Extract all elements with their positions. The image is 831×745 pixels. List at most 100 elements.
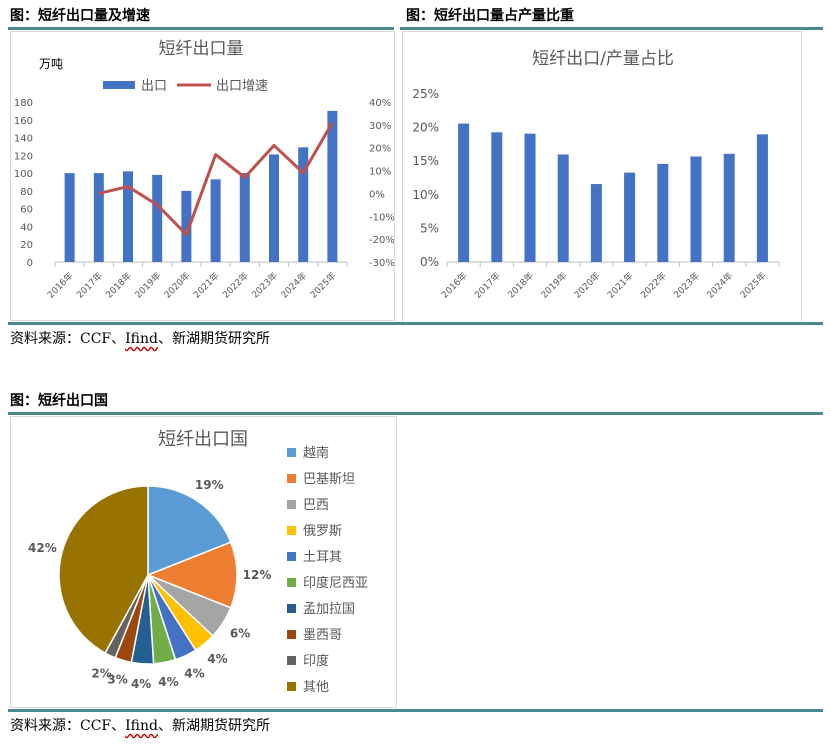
x-tick-label: 2019年 <box>132 270 163 301</box>
bar-export <box>64 173 75 262</box>
legend-label: 土耳其 <box>303 550 342 565</box>
y-tick-label: 0 <box>27 258 33 269</box>
x-tick-label: 2017年 <box>74 270 105 301</box>
legend-swatch <box>287 474 296 483</box>
y-tick-label: 10% <box>412 188 439 202</box>
bar-export-ratio <box>458 123 470 263</box>
x-tick-label: 2020年 <box>161 270 192 301</box>
bar-export <box>210 179 221 262</box>
legend-label: 其他 <box>303 680 329 695</box>
pie-slice <box>147 485 232 577</box>
legend-swatch <box>287 682 296 691</box>
y-tick-label: 160 <box>14 116 33 127</box>
bar-export <box>181 190 192 262</box>
y2-tick-label: -30% <box>369 258 394 269</box>
source-prefix: 资料来源：CCF、 <box>10 718 126 734</box>
x-tick-label: 2016年 <box>439 270 470 301</box>
source-suffix: 、新湖期货研究所 <box>158 331 270 347</box>
export-countries-chart: 短纤出口国19%12%6%4%4%4%4%3%2%42%越南巴基斯坦巴西俄罗斯土… <box>28 429 368 695</box>
bar-export <box>327 110 338 262</box>
y-tick-label: 0% <box>420 255 439 269</box>
legend-label: 巴西 <box>303 498 329 513</box>
y-tick-label: 25% <box>412 87 439 101</box>
x-tick-label: 2016年 <box>45 270 76 301</box>
x-tick-label: 2021年 <box>605 270 636 301</box>
legend-swatch <box>287 656 296 665</box>
legend-swatch <box>287 578 296 587</box>
x-tick-label: 2020年 <box>571 270 602 301</box>
x-tick-label: 2017年 <box>472 270 503 301</box>
y2-tick-label: 40% <box>369 98 391 109</box>
pie-data-label: 2% <box>91 667 111 681</box>
legend-label: 俄罗斯 <box>303 524 342 539</box>
y-tick-label: 180 <box>14 98 33 109</box>
x-tick-label: 2023年 <box>249 270 280 301</box>
fig1-caption: 图：短纤出口量及增速 <box>10 8 150 24</box>
pie-slice <box>145 541 238 609</box>
x-tick-label: 2021年 <box>191 270 222 301</box>
y-tick-label: 120 <box>14 151 33 162</box>
bar-export-ratio <box>723 153 735 262</box>
x-tick-label: 2024年 <box>278 270 309 301</box>
x-tick-label: 2025年 <box>737 270 768 301</box>
pie-data-label: 12% <box>243 568 272 582</box>
legend-label: 巴基斯坦 <box>303 472 355 487</box>
y-tick-label: 20 <box>20 240 33 251</box>
line-export-growth <box>98 121 334 237</box>
source-note-2: 资料来源：CCF、Ifind、新湖期货研究所 <box>10 715 270 735</box>
x-tick-label: 2018年 <box>103 270 134 301</box>
export-volume-chart-panel: 短纤出口量 万吨 出口 出口增速 0 20 40 60 80 100 120 140 160 180 -30… <box>10 31 395 321</box>
pie-data-label: 4% <box>131 677 151 691</box>
legend-label: 越南 <box>303 445 329 461</box>
legend-swatch <box>287 604 296 613</box>
y2-tick-label: -20% <box>369 235 394 246</box>
bar-export-ratio <box>657 163 669 262</box>
bar-export <box>93 173 104 262</box>
x-tick-label: 2018年 <box>505 270 536 301</box>
source-ifind: Ifind <box>125 718 158 734</box>
source-prefix: 资料来源：CCF、 <box>10 331 126 347</box>
pie-data-label: 42% <box>28 541 57 555</box>
fig12-bottom-rule <box>8 322 823 325</box>
chart-title: 短纤出口/产量占比 <box>532 49 674 69</box>
fig3-caption: 图：短纤出口国 <box>10 393 108 409</box>
pie-data-label: 19% <box>195 478 224 492</box>
bar-export-ratio <box>690 156 702 262</box>
bar-export-ratio <box>524 133 536 262</box>
chart-title: 短纤出口国 <box>158 429 248 450</box>
y-tick-label: 80 <box>20 187 33 198</box>
source-suffix: 、新湖期货研究所 <box>158 718 270 734</box>
legend-swatch <box>287 500 296 509</box>
fig1-top-rule <box>8 27 394 30</box>
pie-data-label: 4% <box>158 675 178 689</box>
legend-label: 印度 <box>303 653 329 669</box>
legend-label: 印度尼西亚 <box>303 575 368 591</box>
x-tick-label: 2024年 <box>704 270 735 301</box>
export-countries-chart-panel: 短纤出口国 19% 12% 6% 4% 4% 4% 4% 3% 2% 42% 越南 巴基斯坦 巴西 俄罗斯土… <box>10 416 397 708</box>
x-tick-label: 2025年 <box>307 270 338 301</box>
y-axis-unit: 万吨 <box>39 57 63 71</box>
export-ratio-chart-panel: 短纤出口/产量占比 0% 5% 10% 15% 20% 25% 2016年 2017年 2018年… <box>402 31 802 323</box>
y-tick-label: 5% <box>420 221 439 235</box>
y2-tick-label: 0% <box>369 189 385 200</box>
legend-bar-swatch <box>103 81 135 89</box>
legend-swatch <box>287 526 296 535</box>
bar-export <box>298 147 309 262</box>
pie-data-label: 4% <box>207 652 227 666</box>
bar-export <box>239 173 250 262</box>
fig2-top-rule <box>400 27 823 30</box>
fig3-top-rule <box>8 412 823 415</box>
y-tick-label: 100 <box>14 169 33 180</box>
y-tick-label: 60 <box>20 205 33 216</box>
y-tick-label: 20% <box>412 121 439 135</box>
legend-swatch <box>287 448 296 457</box>
fig3-bottom-rule <box>8 709 823 712</box>
x-tick-label: 2022年 <box>220 270 251 301</box>
y2-tick-label: 30% <box>369 121 391 132</box>
bar-export-ratio <box>624 172 636 262</box>
x-tick-label: 2019年 <box>538 270 569 301</box>
y-tick-label: 40 <box>20 222 33 233</box>
bar-export-ratio <box>491 132 503 262</box>
legend-label: 墨西哥 <box>303 628 342 643</box>
